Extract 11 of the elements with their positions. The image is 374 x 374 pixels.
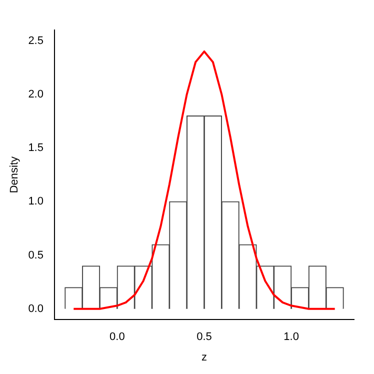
y-tick-label: 2.0 xyxy=(28,88,44,100)
x-tick-label: 0.0 xyxy=(110,331,125,344)
x-axis-title: z xyxy=(201,351,207,364)
y-tick-label: 2.5 xyxy=(28,34,44,47)
y-tick-label: 1.0 xyxy=(28,196,44,208)
x-tick-label: 1.0 xyxy=(284,331,299,344)
y-axis-title: Density xyxy=(8,156,21,194)
y-tick-label: 0.5 xyxy=(28,249,44,262)
x-tick-label: 0.5 xyxy=(196,331,212,344)
y-tick-label: 0.0 xyxy=(28,302,44,315)
y-tick-label: 1.5 xyxy=(28,142,44,154)
